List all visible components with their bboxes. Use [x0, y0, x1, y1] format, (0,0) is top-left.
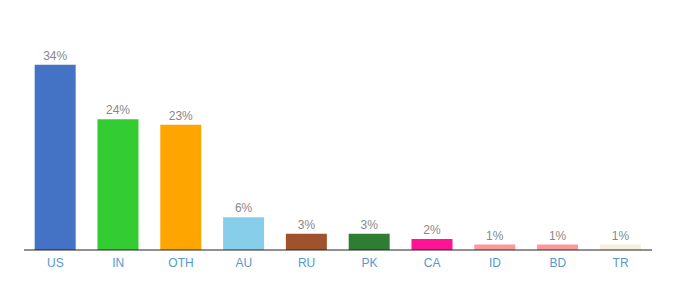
svg-text:PK: PK — [361, 256, 377, 270]
svg-text:6%: 6% — [235, 201, 253, 215]
svg-text:3%: 3% — [298, 218, 316, 232]
svg-text:2%: 2% — [423, 223, 441, 237]
svg-text:1%: 1% — [486, 229, 504, 243]
svg-text:1%: 1% — [549, 229, 567, 243]
svg-text:RU: RU — [298, 256, 315, 270]
svg-text:23%: 23% — [169, 109, 193, 123]
svg-text:AU: AU — [235, 256, 252, 270]
svg-text:BD: BD — [549, 256, 566, 270]
svg-text:TR: TR — [613, 256, 629, 270]
svg-text:IN: IN — [112, 256, 124, 270]
svg-text:OTH: OTH — [168, 256, 193, 270]
svg-text:1%: 1% — [612, 229, 630, 243]
svg-text:24%: 24% — [106, 103, 130, 117]
svg-text:CA: CA — [424, 256, 441, 270]
svg-text:ID: ID — [489, 256, 501, 270]
svg-text:3%: 3% — [361, 218, 379, 232]
svg-text:US: US — [47, 256, 64, 270]
svg-text:34%: 34% — [43, 49, 67, 63]
